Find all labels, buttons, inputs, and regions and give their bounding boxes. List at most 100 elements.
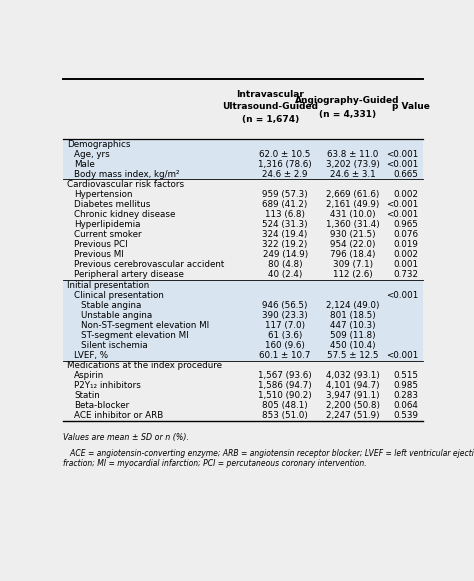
Text: 324 (19.4): 324 (19.4) — [263, 230, 308, 239]
Text: 4,032 (93.1): 4,032 (93.1) — [326, 371, 380, 380]
Text: 40 (2.4): 40 (2.4) — [268, 270, 302, 279]
Text: 309 (7.1): 309 (7.1) — [333, 260, 373, 270]
Text: 0.515: 0.515 — [393, 371, 419, 380]
Text: 0.001: 0.001 — [393, 260, 419, 270]
Text: 805 (48.1): 805 (48.1) — [262, 401, 308, 410]
Bar — [63, 360, 423, 371]
Text: <0.001: <0.001 — [386, 150, 419, 159]
Text: 1,316 (78.6): 1,316 (78.6) — [258, 160, 312, 168]
Bar — [63, 280, 423, 290]
Text: 249 (14.9): 249 (14.9) — [263, 250, 308, 259]
Bar — [63, 78, 423, 139]
Text: 0.076: 0.076 — [393, 230, 419, 239]
Text: Beta-blocker: Beta-blocker — [74, 401, 129, 410]
Bar — [63, 229, 423, 240]
Text: 2,247 (51.9): 2,247 (51.9) — [326, 411, 380, 421]
Text: 2,669 (61.6): 2,669 (61.6) — [327, 190, 380, 199]
Text: 431 (10.0): 431 (10.0) — [330, 210, 376, 219]
Text: (n = 4,331): (n = 4,331) — [319, 109, 376, 119]
Text: 0.283: 0.283 — [393, 391, 419, 400]
Text: Diabetes mellitus: Diabetes mellitus — [74, 200, 150, 209]
Bar — [63, 310, 423, 320]
Text: 390 (23.3): 390 (23.3) — [262, 311, 308, 320]
Text: <0.001: <0.001 — [386, 160, 419, 168]
Text: 60.1 ± 10.7: 60.1 ± 10.7 — [259, 351, 311, 360]
Text: Values are mean ± SD or n (%).: Values are mean ± SD or n (%). — [63, 433, 189, 443]
Text: 24.6 ± 3.1: 24.6 ± 3.1 — [330, 170, 376, 179]
Text: <0.001: <0.001 — [386, 200, 419, 209]
Text: 447 (10.3): 447 (10.3) — [330, 321, 376, 330]
Bar — [63, 340, 423, 350]
Text: ACE = angiotensin-converting enzyme; ARB = angiotensin receptor blocker; LVEF = : ACE = angiotensin-converting enzyme; ARB… — [63, 449, 474, 468]
Text: 0.985: 0.985 — [393, 381, 419, 390]
Text: 322 (19.2): 322 (19.2) — [263, 241, 308, 249]
Text: 0.732: 0.732 — [393, 270, 419, 279]
Text: Body mass index, kg/m²: Body mass index, kg/m² — [74, 170, 180, 179]
Text: Hypertension: Hypertension — [74, 190, 132, 199]
Text: Ultrasound-Guided: Ultrasound-Guided — [222, 102, 319, 112]
Bar — [63, 210, 423, 220]
Text: 0.064: 0.064 — [393, 401, 419, 410]
Text: Angiography-Guided: Angiography-Guided — [295, 96, 400, 105]
Text: 954 (22.0): 954 (22.0) — [330, 241, 376, 249]
Text: 524 (31.3): 524 (31.3) — [262, 220, 308, 229]
Bar — [63, 401, 423, 411]
Text: <0.001: <0.001 — [386, 210, 419, 219]
Text: 61 (3.6): 61 (3.6) — [268, 331, 302, 340]
Bar — [63, 180, 423, 189]
Bar — [63, 270, 423, 280]
Text: Initial presentation: Initial presentation — [67, 281, 150, 289]
Text: 4,101 (94.7): 4,101 (94.7) — [326, 381, 380, 390]
Text: Clinical presentation: Clinical presentation — [74, 290, 164, 300]
Text: 959 (57.3): 959 (57.3) — [262, 190, 308, 199]
Text: 0.965: 0.965 — [393, 220, 419, 229]
Text: Cardiovascular risk factors: Cardiovascular risk factors — [67, 180, 184, 189]
Bar — [63, 260, 423, 270]
Bar — [63, 290, 423, 300]
Text: Silent ischemia: Silent ischemia — [82, 341, 148, 350]
Bar — [63, 149, 423, 159]
Text: 117 (7.0): 117 (7.0) — [265, 321, 305, 330]
Text: Non-ST-segment elevation MI: Non-ST-segment elevation MI — [82, 321, 210, 330]
Text: 1,360 (31.4): 1,360 (31.4) — [326, 220, 380, 229]
Text: Age, yrs: Age, yrs — [74, 150, 109, 159]
Text: 2,161 (49.9): 2,161 (49.9) — [327, 200, 380, 209]
Text: 450 (10.4): 450 (10.4) — [330, 341, 376, 350]
Text: P2Y₁₂ inhibitors: P2Y₁₂ inhibitors — [74, 381, 141, 390]
Bar — [63, 411, 423, 421]
Text: 0.002: 0.002 — [393, 190, 419, 199]
Text: Current smoker: Current smoker — [74, 230, 142, 239]
Bar — [63, 240, 423, 250]
Text: ST-segment elevation MI: ST-segment elevation MI — [82, 331, 189, 340]
Bar — [63, 350, 423, 360]
Text: 2,124 (49.0): 2,124 (49.0) — [327, 300, 380, 310]
Text: 112 (2.6): 112 (2.6) — [333, 270, 373, 279]
Text: Statin: Statin — [74, 391, 100, 400]
Text: 2,200 (50.8): 2,200 (50.8) — [326, 401, 380, 410]
Bar — [63, 371, 423, 381]
Text: 3,202 (73.9): 3,202 (73.9) — [326, 160, 380, 168]
Text: Stable angina: Stable angina — [82, 300, 142, 310]
Text: Previous cerebrovascular accident: Previous cerebrovascular accident — [74, 260, 224, 270]
Bar — [63, 169, 423, 180]
Text: <0.001: <0.001 — [386, 351, 419, 360]
Bar — [63, 331, 423, 340]
Text: (n = 1,674): (n = 1,674) — [242, 115, 299, 124]
Text: 930 (21.5): 930 (21.5) — [330, 230, 376, 239]
Text: Peripheral artery disease: Peripheral artery disease — [74, 270, 184, 279]
Text: 0.539: 0.539 — [393, 411, 419, 421]
Text: 63.8 ± 11.0: 63.8 ± 11.0 — [328, 150, 379, 159]
Bar — [63, 189, 423, 199]
Text: 113 (6.8): 113 (6.8) — [265, 210, 305, 219]
Text: 0.019: 0.019 — [393, 241, 419, 249]
Text: 1,586 (94.7): 1,586 (94.7) — [258, 381, 312, 390]
Bar — [63, 250, 423, 260]
Text: 1,510 (90.2): 1,510 (90.2) — [258, 391, 312, 400]
Bar — [63, 220, 423, 229]
Text: Unstable angina: Unstable angina — [82, 311, 153, 320]
Text: 3,947 (91.1): 3,947 (91.1) — [326, 391, 380, 400]
Text: Previous PCI: Previous PCI — [74, 241, 128, 249]
Text: Aspirin: Aspirin — [74, 371, 104, 380]
Bar — [63, 320, 423, 331]
Text: 853 (51.0): 853 (51.0) — [262, 411, 308, 421]
